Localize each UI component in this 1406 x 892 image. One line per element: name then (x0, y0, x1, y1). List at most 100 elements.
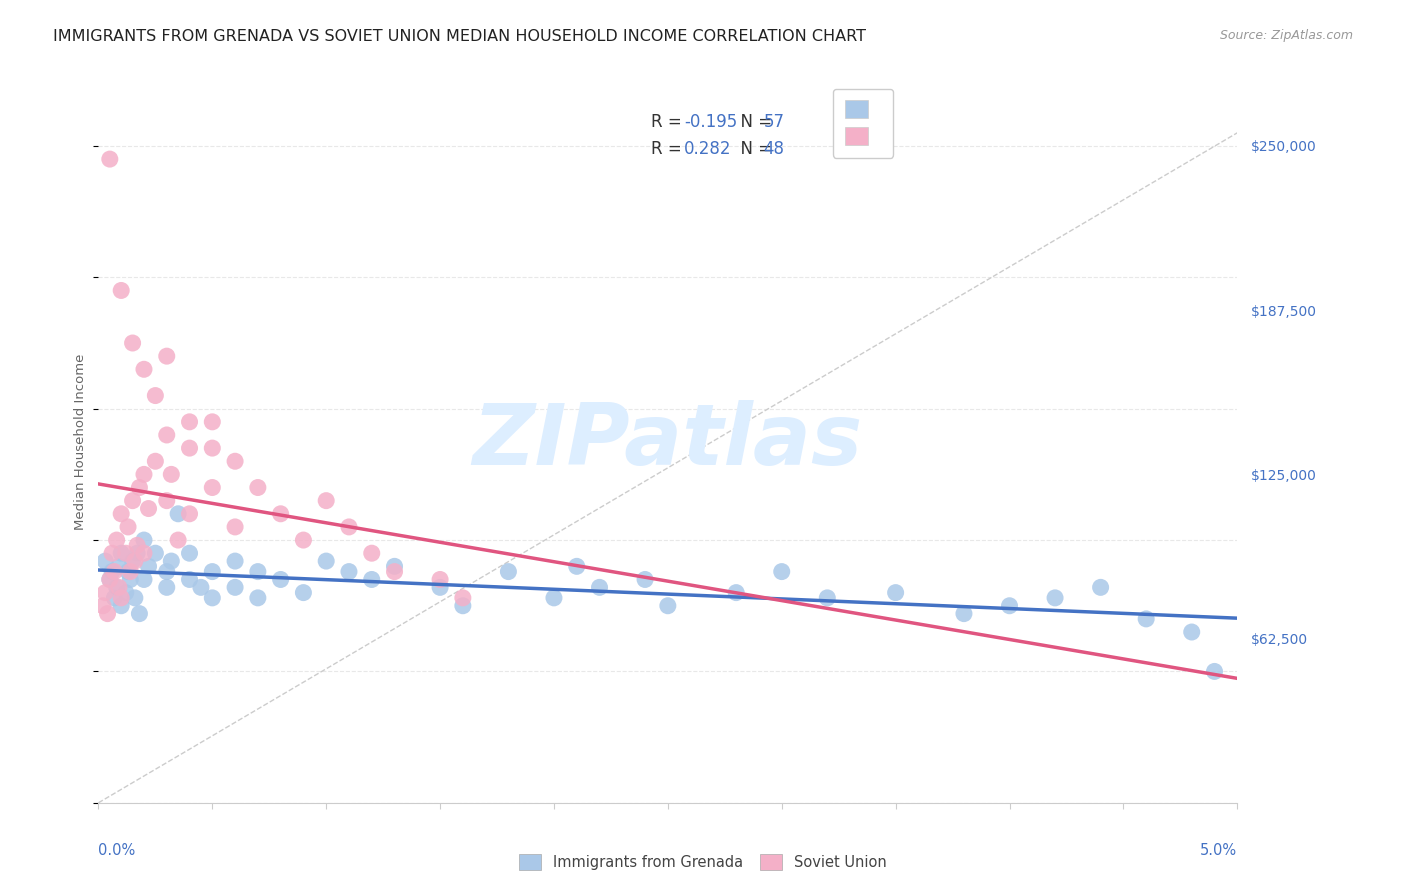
Point (201, 591, 224, 605)
Point (770, 565, 793, 579)
Point (96, 607, 118, 621)
Point (94, 585, 117, 599)
Point (246, 591, 269, 605)
Point (725, 585, 748, 599)
Point (145, 546, 167, 560)
Point (429, 580, 451, 594)
Point (201, 441, 224, 455)
Point (451, 599, 474, 613)
Point (337, 520, 360, 534)
Point (884, 585, 907, 599)
Point (657, 599, 679, 613)
Point (270, 573, 292, 587)
Text: Source: ZipAtlas.com: Source: ZipAtlas.com (1219, 29, 1353, 43)
Text: 0.282: 0.282 (683, 139, 731, 158)
Point (246, 481, 269, 495)
Point (156, 493, 179, 508)
Point (224, 520, 246, 534)
Point (98, 152, 121, 166)
Point (565, 559, 588, 574)
Point (105, 580, 128, 594)
Point (121, 554, 143, 568)
Point (1135, 612, 1157, 626)
Text: N =: N = (731, 139, 778, 158)
Point (315, 554, 337, 568)
Point (120, 565, 142, 579)
Point (360, 573, 382, 587)
Text: R =: R = (651, 112, 686, 131)
Point (132, 546, 155, 560)
Point (117, 565, 139, 579)
Point (124, 591, 146, 605)
Point (270, 507, 292, 521)
Text: ZIPatlas: ZIPatlas (472, 400, 863, 483)
Point (167, 507, 190, 521)
Point (1181, 625, 1204, 640)
Point (128, 607, 150, 621)
Point (315, 493, 337, 508)
Point (179, 441, 201, 455)
Point (179, 415, 201, 429)
Point (224, 580, 246, 594)
Point (124, 554, 146, 568)
Point (110, 546, 132, 560)
Text: N =: N = (731, 112, 778, 131)
Point (201, 565, 224, 579)
Point (156, 428, 179, 442)
Y-axis label: Median Household Income: Median Household Income (73, 353, 87, 530)
Point (337, 565, 360, 579)
Point (588, 580, 610, 594)
Point (1204, 665, 1226, 679)
Point (108, 559, 131, 574)
Point (179, 507, 201, 521)
Point (94, 554, 117, 568)
Point (201, 415, 224, 429)
Point (201, 481, 224, 495)
Point (498, 565, 520, 579)
Point (167, 533, 190, 547)
Legend: , : , (832, 88, 893, 158)
Text: R =: R = (651, 139, 692, 158)
Point (110, 591, 132, 605)
Point (156, 580, 179, 594)
Point (160, 467, 183, 482)
Point (429, 573, 451, 587)
Point (190, 580, 212, 594)
Point (815, 591, 838, 605)
Point (451, 591, 474, 605)
Point (91, 599, 114, 613)
Point (103, 591, 125, 605)
Point (110, 284, 132, 298)
Point (132, 533, 155, 547)
Point (110, 507, 132, 521)
Point (98, 573, 121, 587)
Point (156, 349, 179, 363)
Point (543, 591, 565, 605)
Text: 57: 57 (763, 112, 785, 131)
Point (110, 599, 132, 613)
Point (160, 554, 183, 568)
Point (1090, 580, 1112, 594)
Point (292, 585, 315, 599)
Point (998, 599, 1021, 613)
Point (103, 565, 125, 579)
Point (179, 546, 201, 560)
Text: 48: 48 (763, 139, 785, 158)
Point (98, 573, 121, 587)
Point (360, 546, 382, 560)
Point (117, 520, 139, 534)
Text: IMMIGRANTS FROM GRENADA VS SOVIET UNION MEDIAN HOUSEHOLD INCOME CORRELATION CHAR: IMMIGRANTS FROM GRENADA VS SOVIET UNION … (53, 29, 866, 45)
Point (634, 573, 657, 587)
Point (953, 607, 976, 621)
Text: 0.0%: 0.0% (98, 843, 135, 857)
Point (156, 565, 179, 579)
Point (138, 501, 160, 516)
Point (179, 573, 201, 587)
Point (384, 559, 406, 574)
Legend: Immigrants from Grenada, Soviet Union: Immigrants from Grenada, Soviet Union (513, 848, 893, 876)
Text: 5.0%: 5.0% (1201, 843, 1237, 857)
Point (145, 388, 167, 402)
Point (105, 533, 128, 547)
Point (114, 585, 136, 599)
Point (108, 580, 131, 594)
